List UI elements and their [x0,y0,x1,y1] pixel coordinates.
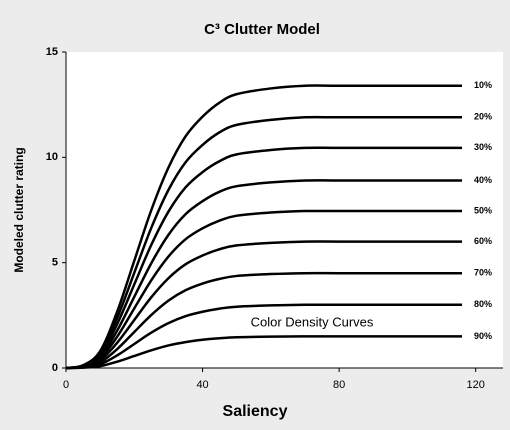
x-tick-label: 40 [196,379,208,391]
series-label: 10% [474,80,492,90]
series-label: 50% [474,205,492,215]
line-series [65,209,463,370]
line-series [65,115,463,370]
line-series [65,179,463,370]
line-series [65,240,463,370]
x-tick-label: 80 [333,379,345,391]
line-series [65,303,463,370]
y-tick-label: 15 [46,46,58,58]
y-tick-label: 10 [46,151,58,163]
x-tick-label: 0 [63,379,69,391]
annotation: Color Density Curves [251,314,374,329]
series-label: 70% [474,268,492,278]
line-series [65,271,463,370]
x-tick-label: 120 [467,379,485,391]
series-label: 60% [474,236,492,246]
series-label: 80% [474,299,492,309]
chart-title: C³ Clutter Model [204,21,320,38]
series-label: 40% [474,175,492,185]
y-tick-label: 0 [52,362,58,374]
series-label: 20% [474,112,492,122]
y-tick-label: 5 [52,257,58,269]
line-series [65,146,463,370]
y-axis-label: Modeled clutter rating [12,147,26,272]
series-label: 30% [474,142,492,152]
line-series [65,84,463,370]
series-label: 90% [474,331,492,341]
line-series [65,335,463,370]
x-axis-label: Saliency [223,403,288,420]
